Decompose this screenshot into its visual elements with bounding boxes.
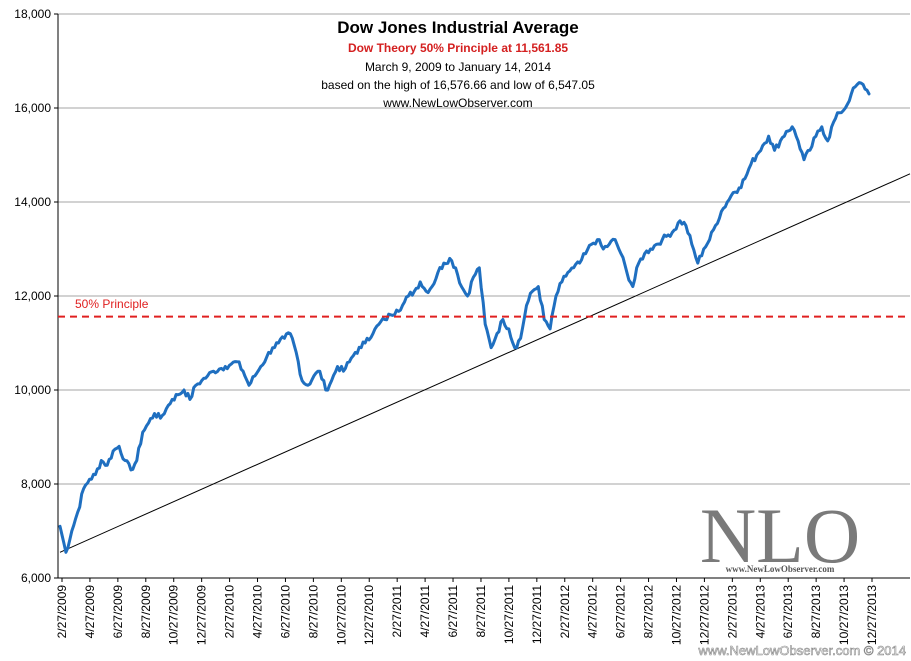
x-tick-label: 10/27/2009 [167,585,181,645]
x-axis: 2/27/2009 4/27/2009 6/27/2009 8/27/2009 10/2… [55,577,910,645]
y-tick-label: 18,000 [14,7,51,21]
chart-basis: based on the high of 16,576.66 and low o… [321,78,595,92]
x-tick-label: 4/27/2011 [418,585,432,638]
x-tick-label: 8/27/2012 [642,585,656,639]
chart-date-range: March 9, 2009 to January 14, 2014 [365,60,551,74]
copyright-text: www.NewLowObserver.com © 2014 [697,643,906,658]
nlo-watermark-url: www.NewLowObserver.com [726,564,835,574]
x-tick-label: 12/27/2010 [362,585,376,645]
chart-subtitle-red: Dow Theory 50% Principle at 11,561.85 [348,41,568,55]
trendline-group [59,173,911,553]
x-tick-label: 6/27/2011 [446,585,460,638]
x-tick-label: 12/27/2012 [697,585,711,645]
chart-title: Dow Jones Industrial Average [337,18,579,37]
chart-website: www.NewLowObserver.com [382,96,532,110]
x-tick-label: 12/27/2013 [865,585,879,645]
x-tick-label: 4/27/2010 [251,585,265,639]
x-tick-label: 10/27/2012 [669,585,683,645]
y-tick-label: 6,000 [21,571,51,585]
series-line [58,81,871,554]
y-tick-label: 12,000 [14,289,51,303]
x-tick-label: 2/27/2009 [55,585,69,639]
x-tick-label: 8/27/2009 [139,585,153,639]
x-tick-label: 6/27/2010 [278,585,292,639]
x-tick-label: 10/27/2011 [502,585,516,644]
y-tick-label: 8,000 [21,477,51,491]
gridlines [58,13,910,485]
y-tick-label: 14,000 [14,195,51,209]
x-tick-label: 2/27/2012 [558,585,572,639]
nlo-watermark: NLO [700,492,860,579]
y-axis: 6,000 8,000 10,000 12,000 14,000 16,000 18,000 [14,7,59,585]
y-tick-label: 10,000 [14,383,51,397]
x-tick-label: 8/27/2011 [474,585,488,638]
x-tick-label: 4/27/2009 [83,585,97,639]
x-tick-label: 6/27/2009 [111,585,125,639]
x-tick-label: 10/27/2013 [837,585,851,645]
series-group [58,81,871,554]
x-tick-label: 8/27/2013 [809,585,823,639]
x-tick-label: 2/27/2013 [725,585,739,639]
x-tick-label: 2/27/2011 [390,585,404,638]
x-tick-label: 6/27/2012 [614,585,628,639]
trendline [59,173,911,553]
x-tick-label: 6/27/2013 [781,585,795,639]
x-tick-label: 12/27/2011 [530,585,544,644]
x-tick-label: 2/27/2010 [223,585,237,639]
x-tick-label: 12/27/2009 [195,585,209,645]
x-tick-label: 8/27/2010 [306,585,320,639]
x-tick-label: 10/27/2010 [334,585,348,645]
principle-label: 50% Principle [75,297,149,311]
x-tick-label: 4/27/2013 [753,585,767,639]
y-tick-label: 16,000 [14,101,51,115]
x-tick-label: 4/27/2012 [586,585,600,639]
